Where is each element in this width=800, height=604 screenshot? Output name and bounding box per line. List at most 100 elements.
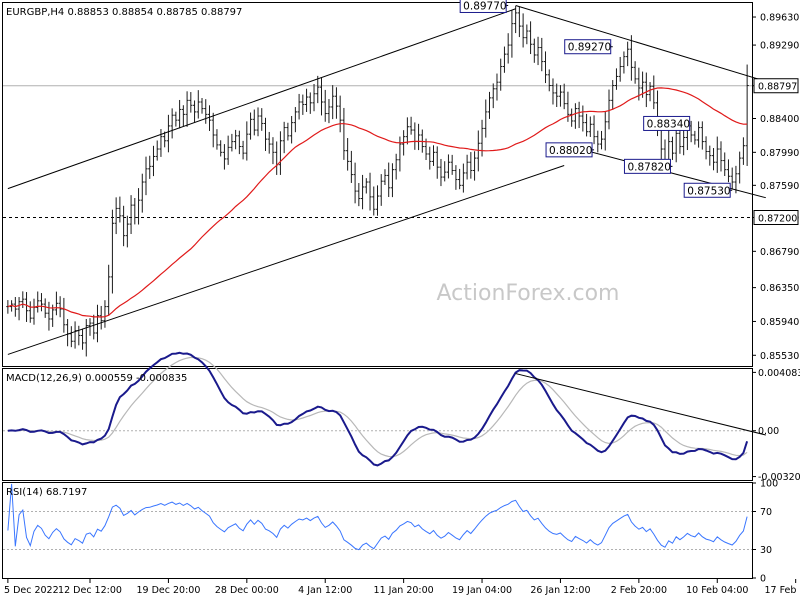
- price-bar: [286, 122, 290, 141]
- price-bar: [342, 107, 346, 160]
- price-bar: [297, 93, 301, 120]
- price-bar: [387, 162, 391, 197]
- price-bar: [723, 152, 727, 177]
- price-bar: [428, 146, 432, 170]
- price-bar: [230, 133, 234, 152]
- macd-axis-label: -0.003209: [758, 472, 800, 483]
- price-bar: [682, 129, 686, 156]
- price-bar: [696, 121, 701, 148]
- macd-axis-label: 0.004083: [758, 368, 800, 379]
- price-bar: [461, 163, 465, 193]
- price-bar: [140, 173, 144, 213]
- price-bar: [670, 136, 675, 160]
- price-bar: [118, 196, 122, 223]
- price-bar: [547, 69, 551, 92]
- support-level-box: [753, 210, 799, 225]
- price-bar: [308, 92, 312, 114]
- price-bar: [558, 85, 563, 107]
- price-bar: [510, 10, 514, 58]
- price-bar: [555, 83, 559, 107]
- price-bar: [319, 77, 324, 116]
- time-axis-label: 26 Jan 12:00: [530, 585, 590, 596]
- rsi-axis-label: 0: [760, 574, 766, 585]
- time-axis-label: 19 Jan 04:00: [452, 585, 512, 596]
- annotation-box: [643, 115, 691, 131]
- price-bar: [151, 145, 156, 177]
- price-bar: [129, 195, 133, 234]
- price-bar: [267, 131, 271, 154]
- price-bar: [17, 297, 21, 321]
- annotation-box: [623, 158, 671, 174]
- price-bar: [734, 165, 738, 194]
- price-bar: [562, 83, 566, 110]
- moving-average-layer: [7, 87, 748, 318]
- price-bar: [745, 64, 749, 166]
- price-bar: [502, 46, 507, 73]
- price-bar: [581, 105, 585, 132]
- price-bar: [364, 178, 368, 194]
- price-bar: [103, 300, 107, 328]
- price-bar: [110, 209, 115, 294]
- price-bar: [260, 108, 264, 131]
- price-bar: [293, 107, 297, 133]
- price-bar: [263, 117, 268, 151]
- price-bar: [278, 131, 283, 175]
- price-bar: [708, 145, 712, 166]
- price-axis-label: 0.87990: [760, 148, 799, 159]
- price-bar: [514, 6, 518, 34]
- price-bar: [738, 151, 742, 184]
- price-bar: [245, 121, 249, 161]
- price-bar: [517, 6, 521, 38]
- price-bar: [372, 186, 376, 216]
- annotation-label: 0.89770: [463, 0, 506, 12]
- price-bar: [47, 301, 51, 331]
- price-bar: [312, 83, 316, 112]
- price-axis-label: 0.89630: [760, 13, 799, 24]
- macd-layer: [3, 351, 766, 467]
- price-bar: [353, 162, 357, 204]
- price-bar: [435, 146, 439, 179]
- price-bar: [334, 87, 339, 119]
- price-bar: [431, 145, 436, 166]
- price-bar: [174, 111, 178, 127]
- price-bar: [375, 185, 380, 216]
- time-axis-label: 17 Feb 12:00: [765, 585, 800, 596]
- price-bar: [99, 305, 103, 330]
- price-bar: [349, 150, 353, 183]
- price-bar: [484, 99, 488, 138]
- annotation-label: 0.88340: [647, 118, 690, 130]
- price-bar: [476, 130, 480, 172]
- price-bar: [618, 56, 622, 82]
- price-bar: [536, 36, 540, 66]
- price-bar: [652, 75, 656, 110]
- price-bar: [80, 328, 85, 350]
- price-bar: [301, 94, 305, 115]
- price-bar: [633, 61, 637, 84]
- price-bar: [465, 154, 469, 180]
- annotation-label: 0.87530: [687, 185, 730, 197]
- price-bar: [443, 161, 447, 182]
- price-bar: [626, 41, 630, 67]
- price-bar: [458, 168, 462, 190]
- annotation-box: [545, 142, 593, 158]
- rsi-layer: [3, 483, 752, 551]
- price-axis-label: 0.85530: [760, 351, 799, 362]
- price-bar: [331, 85, 335, 120]
- price-bar: [200, 98, 204, 114]
- price-bar: [454, 165, 458, 190]
- price-bar: [346, 138, 350, 171]
- macd-line: [7, 351, 749, 467]
- price-axis-label: 0.89290: [760, 41, 799, 52]
- price-bar: [92, 314, 96, 340]
- price-bar: [603, 111, 607, 151]
- rsi-line: [7, 483, 748, 551]
- time-axis-label: 5 Dec 2022: [4, 585, 59, 596]
- price-bar: [521, 13, 525, 48]
- price-bar: [409, 116, 413, 135]
- price-bar: [711, 148, 716, 171]
- price-bar: [323, 89, 327, 122]
- rsi-axis-label: 70: [760, 507, 772, 518]
- price-bar: [446, 154, 451, 179]
- price-bar: [204, 99, 208, 124]
- time-axis-label: 11 Jan 20:00: [374, 585, 434, 596]
